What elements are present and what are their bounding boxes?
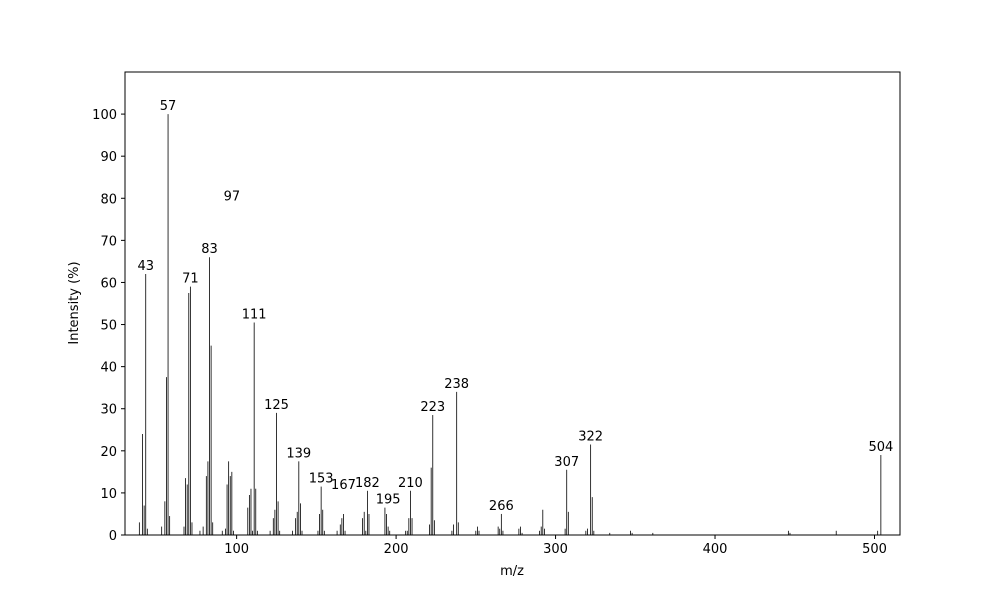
y-tick-label: 40 bbox=[100, 361, 117, 376]
y-tick-label: 70 bbox=[100, 234, 117, 249]
x-tick-label: 400 bbox=[703, 542, 728, 557]
y-tick-label: 80 bbox=[100, 192, 117, 207]
peak-label: 223 bbox=[420, 400, 445, 415]
peak-label: 97 bbox=[224, 190, 241, 205]
y-tick-label: 20 bbox=[100, 445, 117, 460]
y-tick-label: 0 bbox=[109, 529, 117, 544]
peak-label: 322 bbox=[578, 430, 603, 445]
y-axis-label: Intensity (%) bbox=[67, 261, 82, 344]
x-tick-label: 100 bbox=[224, 542, 249, 557]
peak-label: 238 bbox=[444, 377, 469, 392]
plot-frame bbox=[124, 71, 901, 536]
peak-label: 504 bbox=[868, 440, 893, 455]
peak-label: 266 bbox=[489, 499, 514, 514]
y-tick-label: 90 bbox=[100, 150, 117, 165]
peak-label: 195 bbox=[376, 493, 401, 508]
peak-label: 139 bbox=[286, 446, 311, 461]
y-tick-label: 30 bbox=[100, 403, 117, 418]
peak-label: 167 bbox=[331, 478, 356, 493]
x-tick-label: 200 bbox=[384, 542, 409, 557]
peak-label: 125 bbox=[264, 398, 289, 413]
y-tick-label: 60 bbox=[100, 276, 117, 291]
peak-label: 111 bbox=[242, 307, 267, 322]
peak-label: 71 bbox=[182, 272, 199, 287]
x-tick-label: 500 bbox=[862, 542, 887, 557]
x-axis-label: m/z bbox=[500, 564, 524, 579]
y-tick-label: 50 bbox=[100, 319, 117, 334]
y-tick-label: 10 bbox=[100, 487, 117, 502]
peak-label: 83 bbox=[201, 242, 218, 257]
peak-label: 153 bbox=[309, 472, 334, 487]
peak-label: 43 bbox=[137, 259, 154, 274]
y-tick-label: 100 bbox=[92, 108, 117, 123]
peak-label: 57 bbox=[160, 99, 177, 114]
peak-label: 210 bbox=[398, 476, 423, 491]
x-tick-label: 300 bbox=[543, 542, 568, 557]
peak-label: 182 bbox=[355, 476, 380, 491]
peak-label: 307 bbox=[554, 455, 579, 470]
